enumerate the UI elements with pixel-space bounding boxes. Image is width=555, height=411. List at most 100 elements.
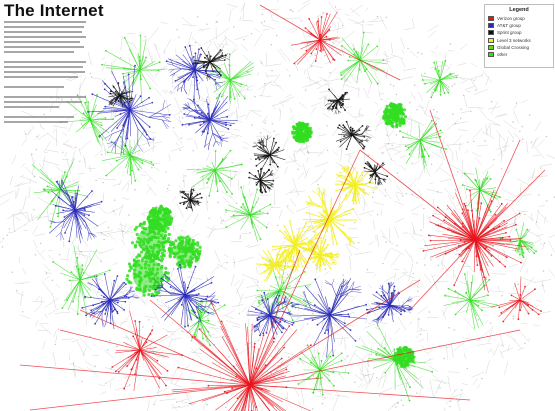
green-link <box>439 79 445 90</box>
mesh-line <box>328 1 339 16</box>
blue-link-node <box>91 190 93 192</box>
mesh-line <box>287 391 289 401</box>
blue-link-node <box>196 79 199 82</box>
mesh-line <box>411 221 416 235</box>
green-blob-node <box>168 253 172 257</box>
mesh-line <box>264 351 277 360</box>
green-link <box>519 229 528 241</box>
mesh-line <box>503 120 517 130</box>
mesh-node <box>250 33 252 35</box>
green-link <box>268 289 281 299</box>
green-link <box>59 189 88 197</box>
green-link <box>255 289 281 298</box>
blue-link-node <box>313 304 316 306</box>
black-branch <box>269 185 273 187</box>
blue-branch <box>198 316 200 325</box>
mesh-line <box>504 199 518 202</box>
blue-link-node <box>255 308 257 311</box>
blue-link-node <box>258 316 260 318</box>
mesh-node <box>33 175 36 178</box>
blue-link-node <box>400 313 402 316</box>
mesh-line <box>220 216 223 225</box>
black-link-node <box>330 100 332 103</box>
mesh-line <box>400 37 405 50</box>
green-link <box>195 319 201 339</box>
mesh-line <box>97 178 116 181</box>
mesh-line <box>64 151 68 157</box>
black-branch <box>218 57 226 60</box>
green-link <box>224 62 231 81</box>
mesh-line <box>79 83 81 96</box>
mesh-line <box>419 387 422 396</box>
mesh-node <box>216 20 218 23</box>
mesh-line <box>140 296 146 305</box>
mesh-line <box>105 367 119 372</box>
blue-branch <box>209 119 214 134</box>
green-link-node <box>225 226 228 229</box>
mesh-node <box>72 362 75 365</box>
mesh-line <box>379 335 386 349</box>
black-link <box>351 130 360 136</box>
mesh-node <box>148 319 150 321</box>
green-link <box>465 299 471 314</box>
mesh-line <box>194 172 200 175</box>
mesh-line <box>349 254 352 271</box>
blue-branch <box>87 232 89 241</box>
blue-branch <box>101 320 106 328</box>
mesh-line <box>346 243 360 250</box>
blue-branch <box>384 304 391 316</box>
blue-branch <box>88 232 92 240</box>
mesh-line <box>497 253 500 260</box>
black-branch <box>365 140 370 142</box>
blue-link <box>269 314 281 323</box>
mesh-line <box>274 344 278 352</box>
mesh-line <box>189 233 200 240</box>
blue-link-node <box>64 232 66 234</box>
black-link-node <box>361 125 364 127</box>
mesh-line <box>53 128 56 133</box>
green-link <box>202 167 216 171</box>
mesh-line <box>223 314 235 319</box>
green-link-node <box>105 174 108 177</box>
green-link <box>39 168 61 191</box>
blue-link <box>209 119 217 122</box>
mesh-line <box>382 235 394 245</box>
mesh-line <box>181 17 192 26</box>
blue-link-node <box>183 113 186 115</box>
mesh-line <box>242 54 251 63</box>
green-link <box>214 169 233 179</box>
green-link <box>102 154 131 161</box>
blue-link <box>109 299 118 303</box>
blue-branch <box>182 107 191 109</box>
green-link-node <box>76 313 79 316</box>
blue-branch <box>49 220 56 223</box>
mesh-line <box>146 187 152 194</box>
black-link-node <box>257 170 260 172</box>
mesh-line <box>237 178 240 188</box>
green-blob-node <box>411 352 415 356</box>
mesh-node <box>396 244 398 247</box>
black-link-node <box>351 129 354 132</box>
mesh-line <box>34 248 46 261</box>
green-link-node <box>433 61 436 64</box>
green-link <box>186 319 201 334</box>
mesh-node <box>385 241 387 243</box>
mesh-node <box>178 36 180 39</box>
mesh-node <box>546 200 548 202</box>
mesh-line <box>191 36 201 46</box>
mesh-line <box>0 240 4 243</box>
blue-branch <box>269 310 281 316</box>
green-link-node <box>348 56 351 58</box>
black-link <box>263 154 271 159</box>
mesh-line <box>241 306 248 313</box>
mesh-node <box>545 135 548 138</box>
mesh-line <box>491 273 506 275</box>
blue-link-node <box>393 289 396 292</box>
green-link <box>353 48 361 61</box>
green-link-node <box>42 188 45 191</box>
blue-branch <box>96 281 102 291</box>
green-link-node <box>207 178 210 180</box>
mesh-line <box>173 89 176 94</box>
blue-branch <box>156 286 163 288</box>
blue-link <box>92 299 111 315</box>
